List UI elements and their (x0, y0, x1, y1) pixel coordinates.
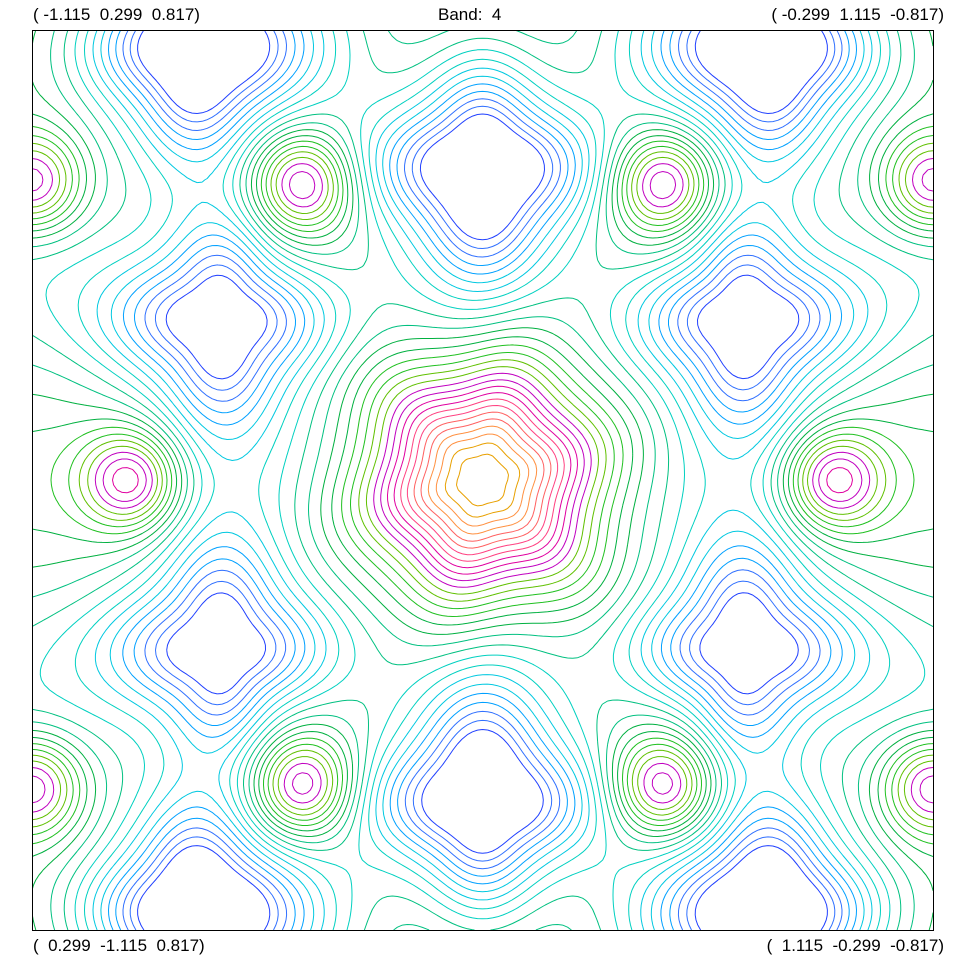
contour-level-25 (394, 393, 571, 568)
contour-level-32 (445, 443, 519, 517)
corner-coordinate-top-right: ( -0.299 1.115 -0.817) (771, 5, 944, 25)
contour-lines (32, 30, 933, 930)
contour-level-8 (116, 30, 849, 930)
corner-coordinate-bottom-right: ( 1.115 -0.299 -0.817) (767, 936, 944, 956)
contour-level-33 (457, 454, 509, 506)
contour-level-5 (138, 30, 828, 930)
contour-level-31 (436, 434, 528, 526)
corner-coordinate-top-left: ( -1.115 0.299 0.817) (33, 5, 200, 25)
contour-level-29 (421, 419, 544, 541)
contour-level-9 (109, 30, 857, 930)
band-title: Band: 4 (438, 5, 501, 25)
contour-level-30 (428, 426, 536, 534)
corner-coordinate-bottom-left: ( 0.299 -1.115 0.817) (33, 936, 205, 956)
contour-level-7 (123, 30, 842, 930)
contour-level-11 (93, 30, 872, 930)
contour-level-6 (130, 30, 835, 930)
contour-level-28 (414, 412, 551, 548)
contour-level-10 (101, 30, 864, 930)
contour-plot (32, 30, 933, 930)
contour-level-13 (40, 30, 924, 930)
contour-level-12 (75, 30, 889, 930)
contour-level-26 (401, 399, 565, 561)
